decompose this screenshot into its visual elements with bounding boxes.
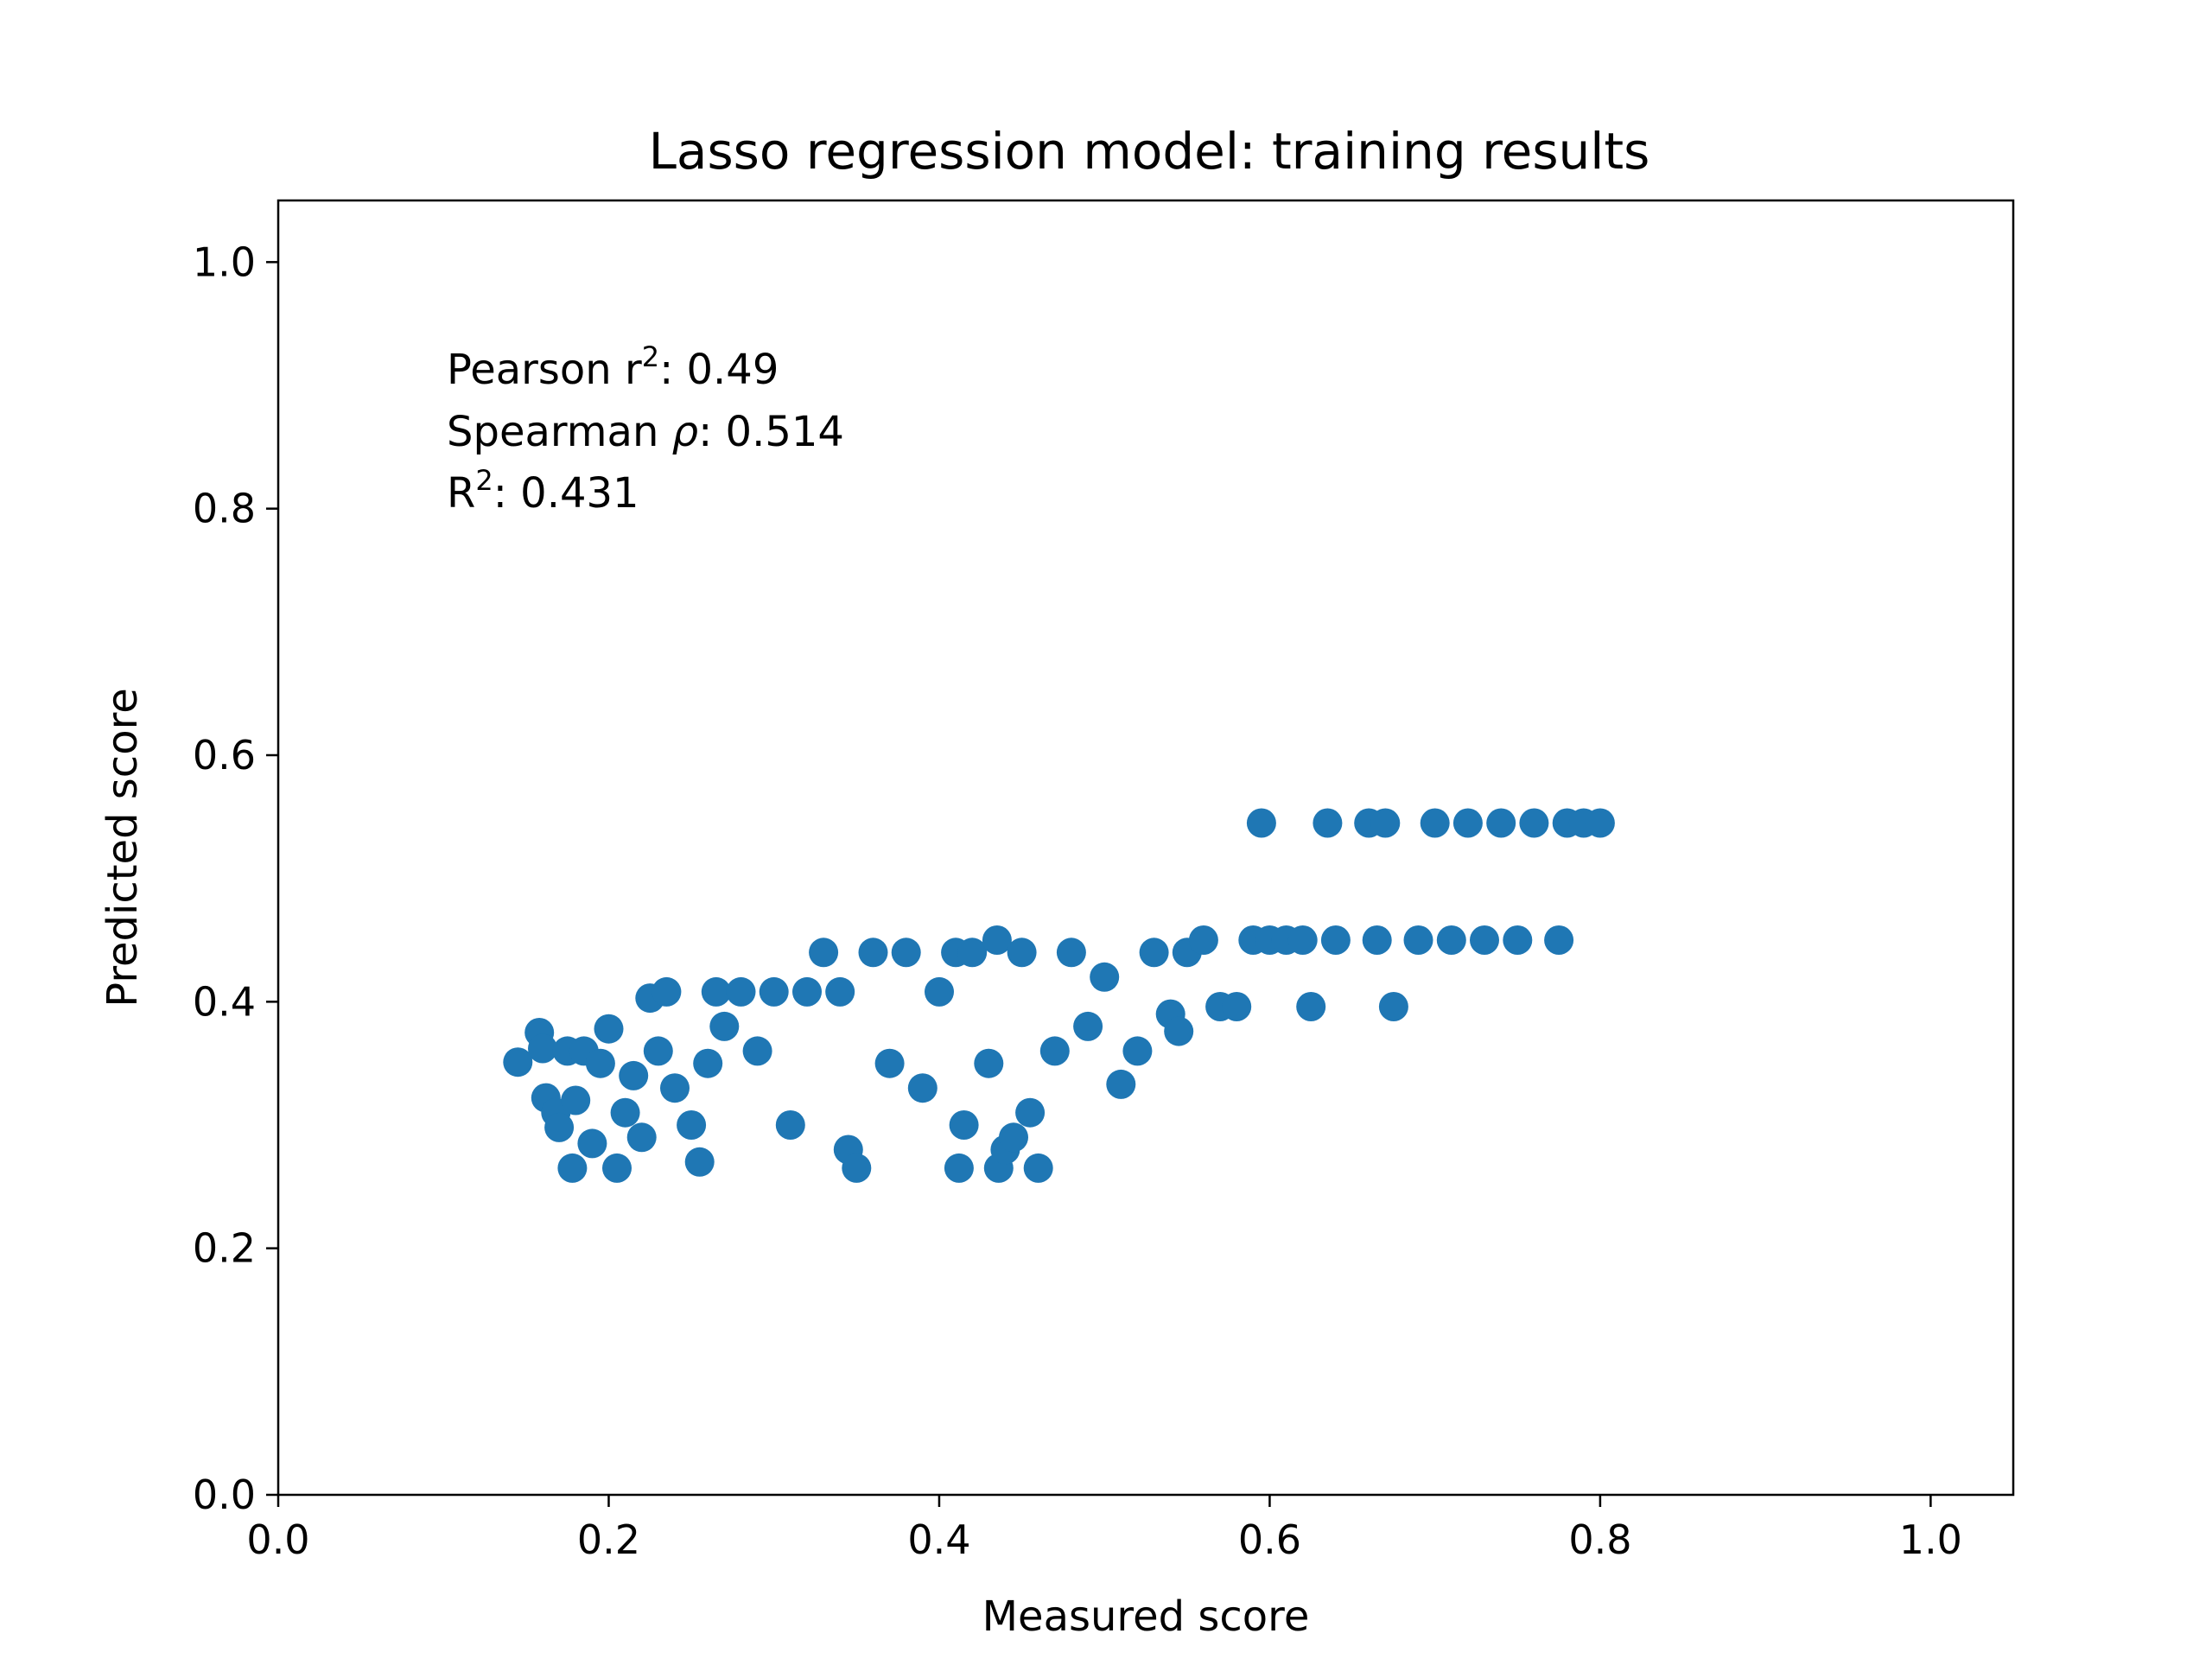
x-tick-label: 0.6 (1238, 1516, 1301, 1563)
data-point (842, 1153, 872, 1183)
data-point (561, 1085, 591, 1116)
spearman-rho-stat: Spearman ρ: 0.514 (447, 408, 844, 456)
data-point (1313, 808, 1343, 838)
data-point (1452, 808, 1483, 838)
x-tick-label: 1.0 (1899, 1516, 1962, 1563)
data-point (999, 1122, 1028, 1153)
data-point (1188, 925, 1218, 955)
data-point (858, 938, 888, 968)
y-tick-label: 0.8 (193, 486, 256, 532)
data-point (1015, 1097, 1046, 1128)
data-point (693, 1048, 723, 1078)
data-point (759, 976, 789, 1007)
data-point (1403, 925, 1433, 955)
data-point (1246, 808, 1276, 838)
data-point (1296, 992, 1326, 1021)
data-point (660, 1073, 690, 1103)
y-tick-label: 0.4 (193, 978, 256, 1025)
data-point (701, 976, 731, 1007)
data-point (1436, 925, 1466, 955)
data-point (1585, 808, 1615, 838)
data-point (557, 1153, 588, 1183)
data-point (1287, 925, 1318, 955)
data-point (652, 976, 682, 1007)
data-point (1056, 938, 1086, 968)
data-point (594, 1014, 624, 1044)
data-point (1320, 925, 1351, 955)
y-tick-label: 0.2 (193, 1225, 256, 1272)
data-point (792, 976, 822, 1007)
data-point (1222, 992, 1252, 1021)
data-point (677, 1110, 707, 1140)
data-point (684, 1147, 715, 1177)
data-point (974, 1048, 1004, 1078)
data-point (1023, 1153, 1053, 1183)
data-point (1122, 1036, 1153, 1066)
data-point (1073, 1011, 1103, 1041)
data-point (907, 1073, 938, 1103)
data-point (809, 938, 839, 968)
data-point (982, 925, 1012, 955)
y-axis-ticks: 0.0 0.2 0.4 0.6 0.8 1.0 (193, 238, 278, 1518)
data-point (503, 1047, 533, 1077)
data-point (585, 1048, 615, 1078)
x-axis-ticks: 0.0 0.2 0.4 0.6 0.8 1.0 (246, 1495, 1962, 1563)
data-point (709, 1011, 740, 1041)
data-point (577, 1128, 607, 1159)
y-tick-label: 0.0 (193, 1471, 256, 1518)
pearson-r2-stat: Pearson r2: 0.49 (447, 340, 779, 394)
data-point (1090, 962, 1120, 992)
x-tick-label: 0.2 (577, 1516, 640, 1563)
x-axis-label: Measured score (982, 1592, 1310, 1641)
data-point (610, 1097, 640, 1128)
data-point (957, 938, 988, 968)
data-point (619, 1060, 649, 1090)
x-tick-label: 0.0 (246, 1516, 309, 1563)
data-point (891, 938, 921, 968)
data-point (742, 1036, 772, 1066)
data-point (1139, 938, 1169, 968)
x-tick-label: 0.4 (907, 1516, 970, 1563)
data-point (544, 1112, 575, 1142)
data-point (1007, 938, 1037, 968)
x-tick-label: 0.8 (1568, 1516, 1631, 1563)
data-point (1486, 808, 1516, 838)
points-layer (503, 808, 1615, 1183)
data-point (1362, 925, 1392, 955)
data-point (1164, 1016, 1194, 1046)
plot-area-frame (276, 199, 2015, 1497)
y-axis-label: Predicted score (99, 688, 147, 1007)
chart-title: Lasso regression model: training results (649, 122, 1650, 181)
data-point (1106, 1069, 1136, 1099)
data-point (602, 1153, 632, 1183)
data-point (925, 976, 954, 1007)
data-point (775, 1110, 805, 1140)
data-point (1470, 925, 1499, 955)
data-point (1519, 808, 1549, 838)
y-tick-label: 1.0 (193, 238, 256, 285)
data-point (1544, 925, 1574, 955)
data-point (944, 1153, 974, 1183)
data-point (528, 1033, 557, 1064)
data-point (726, 976, 756, 1007)
data-point (643, 1036, 673, 1066)
y-tick-label: 0.6 (193, 732, 256, 779)
data-point (1420, 808, 1450, 838)
data-point (1370, 808, 1401, 838)
data-point (949, 1110, 979, 1140)
data-point (874, 1048, 905, 1078)
data-point (626, 1122, 657, 1153)
r2-stat: R2: 0.431 (447, 464, 639, 518)
data-point (1503, 925, 1533, 955)
data-point (1378, 992, 1408, 1021)
stats-annotation: Pearson r2: 0.49 Spearman ρ: 0.514 R2: 0… (447, 340, 844, 518)
data-point (1039, 1036, 1070, 1066)
data-point (825, 976, 855, 1007)
